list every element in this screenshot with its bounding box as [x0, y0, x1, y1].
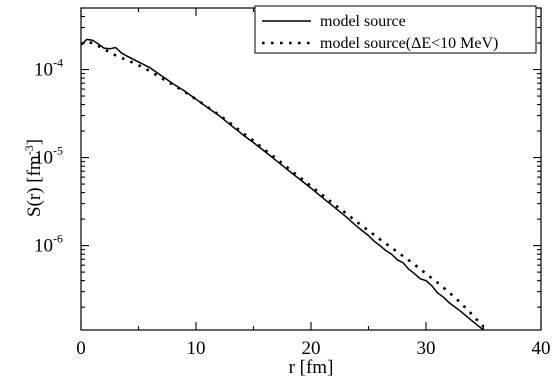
y-tick-label-base: 10: [34, 148, 53, 169]
x-tick-label: 0: [76, 338, 86, 359]
y-tick-label: 10-4: [34, 56, 63, 81]
x-tick-label: 40: [532, 338, 551, 359]
series-line-model-source: [80, 38, 484, 331]
x-tick-label: 30: [417, 338, 436, 359]
x-axis-title: r [fm]: [289, 357, 334, 377]
y-tick-label-exponent: -4: [53, 56, 63, 70]
legend-label-model-source-delta-e: model source(ΔE<10 MeV): [320, 35, 498, 52]
legend-box: [254, 5, 537, 54]
y-tick-label: 10-6: [34, 232, 63, 257]
series-line-delta-e: [80, 40, 485, 328]
x-tick-label: 10: [187, 338, 206, 359]
y-tick-label-base: 10: [34, 60, 53, 81]
legend: model source model source(ΔE<10 MeV): [254, 5, 537, 54]
y-axis-title: S(r) [fm-3]: [22, 139, 45, 217]
x-tick-label: 20: [302, 338, 321, 359]
y-axis-title-end: ]: [24, 139, 45, 145]
y-tick-label-exponent: -5: [53, 144, 63, 158]
legend-label-model-source: model source: [320, 13, 406, 30]
y-tick-label-base: 10: [34, 236, 53, 257]
y-tick-label: 10-5: [34, 144, 63, 169]
y-axis-title-main: S(r) [fm: [24, 155, 45, 217]
y-axis-title-exponent: -3: [22, 145, 36, 155]
series-layer: [80, 38, 485, 331]
y-tick-label-exponent: -6: [53, 232, 63, 246]
plot-frame: [80, 7, 542, 331]
